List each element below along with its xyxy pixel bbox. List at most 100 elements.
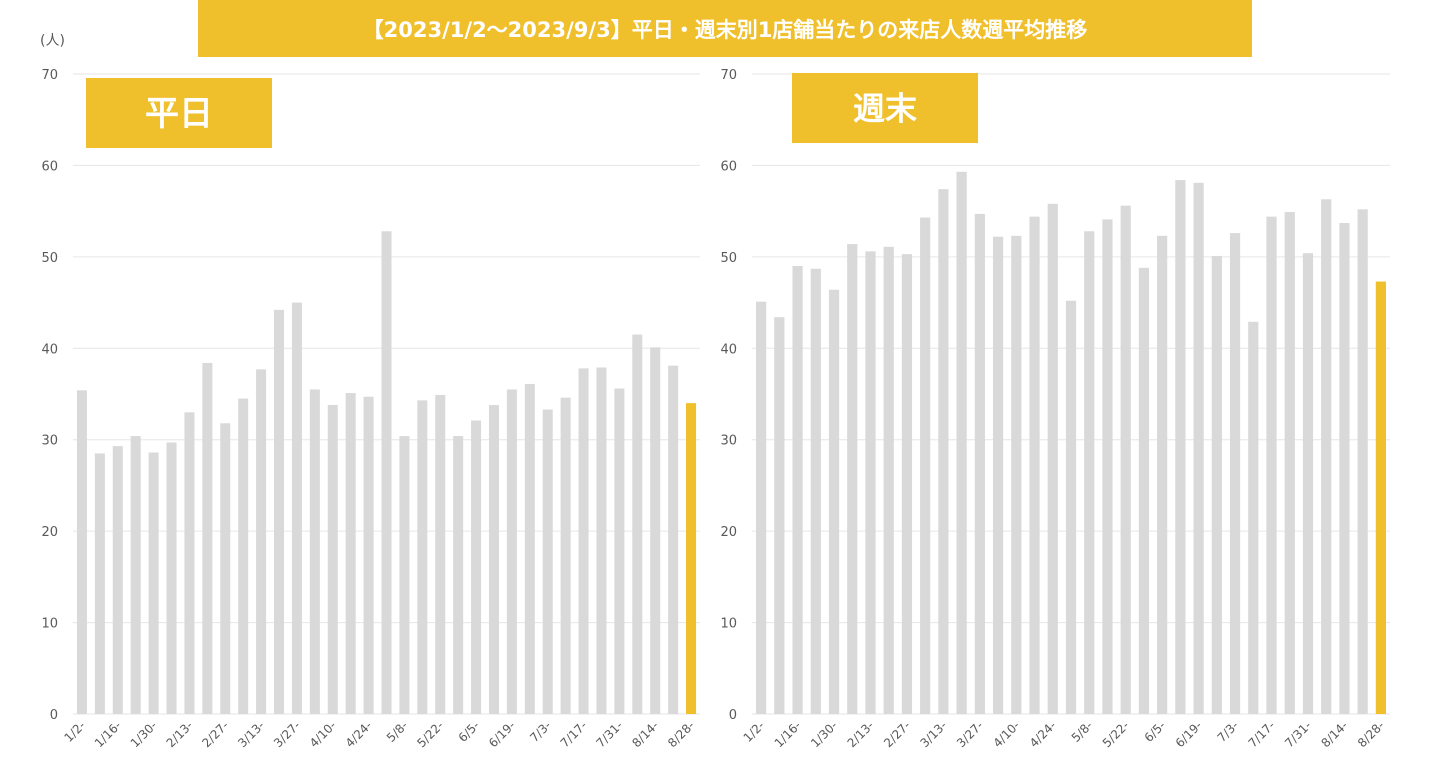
weekday-x-tick-label: 2/27- — [199, 718, 231, 750]
weekend-x-tick-label: 5/8- — [1069, 718, 1096, 745]
weekday-x-tick-label: 6/19- — [486, 718, 518, 750]
weekday-x-tick-label: 7/17- — [558, 718, 590, 750]
weekday-bar — [614, 388, 625, 714]
weekday-panel-tag-box — [86, 78, 272, 148]
weekend-bar — [920, 217, 931, 715]
weekday-x-tick-label: 1/30- — [128, 718, 160, 750]
weekend-y-tick-label: 60 — [720, 159, 737, 174]
weekend-bar — [1138, 267, 1150, 714]
weekday-y-tick-label: 60 — [41, 159, 58, 174]
weekend-x-tick-label: 1/16- — [772, 718, 804, 750]
weekday-y-tick-label: 50 — [41, 251, 58, 266]
weekend-bar — [1302, 253, 1314, 714]
weekday-x-tick-label: 7/3- — [527, 718, 554, 745]
weekend-bar — [883, 246, 894, 715]
weekend-x-tick-label: 2/13- — [845, 718, 877, 750]
weekend-y-tick-label: 70 — [720, 68, 737, 83]
weekend-x-tick-label: 7/3- — [1215, 718, 1242, 745]
weekday-bar — [506, 389, 517, 714]
weekend-bar — [774, 317, 785, 714]
weekday-bar — [220, 423, 231, 714]
weekday-y-tick-label: 10 — [41, 617, 58, 632]
weekend-bar — [1339, 223, 1350, 714]
weekday-bar — [524, 383, 535, 714]
weekday-x-tick-label: 8/14- — [629, 718, 661, 750]
weekend-x-tick-label: 4/24- — [1027, 718, 1059, 750]
weekday-x-tick-label: 7/31- — [593, 718, 625, 750]
weekend-bar — [847, 244, 858, 714]
weekday-x-tick-label: 2/13- — [164, 718, 196, 750]
weekend-bar — [1193, 182, 1204, 715]
weekend-bar — [1321, 199, 1332, 714]
weekend-bar — [1248, 321, 1259, 714]
weekday-x-tick-label: 8/28- — [665, 718, 697, 750]
weekday-bar — [560, 397, 571, 714]
weekend-y-tick-label: 40 — [720, 342, 737, 357]
weekend-x-tick-label: 7/17- — [1246, 718, 1278, 750]
weekend-x-tick-label: 5/22- — [1100, 718, 1132, 750]
weekend-bar — [974, 213, 985, 714]
chart-title-banner: 【2023/1/2〜2023/9/3】平日・週末別1店舗当たりの来店人数週平均推… — [198, 0, 1252, 57]
weekend-x-tick-label: 1/30- — [808, 718, 840, 750]
weekend-bar — [1102, 219, 1113, 714]
weekday-x-tick-label: 6/5- — [456, 718, 483, 745]
weekend-x-tick-label: 8/28- — [1355, 718, 1387, 750]
weekday-bar — [327, 404, 338, 714]
weekday-bar — [488, 404, 499, 714]
weekday-bar — [274, 309, 285, 714]
weekend-bar — [938, 189, 949, 714]
weekday-bar — [238, 398, 249, 714]
weekend-x-tick-label: 3/27- — [954, 718, 986, 750]
weekday-bar — [202, 362, 213, 714]
weekday-x-tick-label: 3/27- — [271, 718, 303, 750]
weekend-x-tick-label: 3/13- — [918, 718, 950, 750]
weekday-x-tick-label: 1/16- — [92, 718, 124, 750]
weekend-x-tick-label: 6/19- — [1173, 718, 1205, 750]
weekday-x-tick-label: 3/13- — [235, 718, 267, 750]
weekend-y-tick-label: 20 — [720, 525, 737, 540]
weekend-bar — [1284, 212, 1295, 714]
weekend-y-tick-label: 50 — [720, 251, 737, 266]
weekend-y-tick-label: 30 — [720, 434, 737, 449]
weekend-bar — [1047, 203, 1058, 714]
weekend-bar — [1065, 300, 1077, 714]
weekday-bar — [166, 442, 177, 714]
weekend-y-tick-label: 10 — [720, 617, 737, 632]
weekday-x-tick-label: 5/22- — [414, 718, 446, 750]
weekday-bar — [256, 369, 267, 714]
weekend-bar — [756, 301, 767, 714]
weekend-x-tick-label: 2/27- — [881, 718, 913, 750]
weekday-bar — [148, 452, 159, 714]
weekday-bar — [471, 420, 482, 714]
weekday-bar — [130, 436, 141, 714]
weekend-bar — [1229, 233, 1241, 714]
weekday-bar — [435, 394, 446, 714]
weekday-y-tick-label: 70 — [41, 68, 58, 83]
weekday-x-tick-label: 4/10- — [307, 718, 339, 750]
weekday-bar — [345, 393, 356, 714]
weekend-bar — [1011, 235, 1022, 714]
weekday-bar — [76, 390, 87, 714]
weekday-panel-tag: 平日 — [145, 94, 213, 134]
weekday-bar — [632, 334, 643, 714]
weekend-bar — [956, 171, 967, 714]
weekend-x-tick-label: 7/31- — [1282, 718, 1314, 750]
weekend-bar — [1375, 281, 1386, 714]
weekday-bar — [453, 436, 464, 714]
weekday-y-tick-label: 20 — [41, 525, 58, 540]
weekday-bar — [112, 446, 123, 714]
weekday-bar — [399, 436, 410, 714]
weekday-bar — [94, 453, 105, 714]
weekend-bar — [1120, 205, 1131, 714]
weekday-bar — [309, 389, 320, 714]
weekend-x-tick-label: 6/5- — [1142, 718, 1169, 745]
weekday-y-tick-label: 30 — [41, 434, 58, 449]
weekday-bar — [542, 409, 553, 714]
weekday-bar — [668, 365, 679, 714]
weekday-y-tick-label: 0 — [50, 708, 58, 723]
weekend-bar — [1266, 216, 1277, 714]
weekend-x-tick-label: 8/14- — [1319, 718, 1351, 750]
weekday-bar — [417, 400, 428, 714]
weekend-bar — [1029, 216, 1040, 714]
